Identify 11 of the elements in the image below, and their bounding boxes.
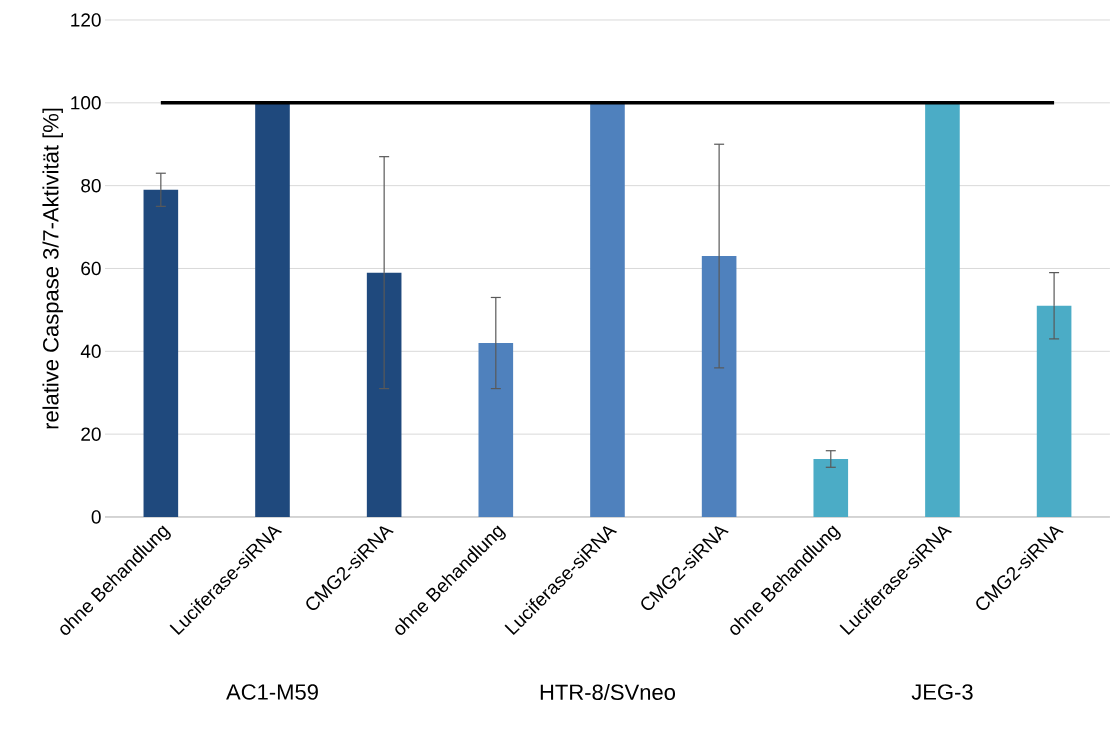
y-tick-label: 80 — [81, 178, 101, 193]
y-tick-label: 40 — [80, 344, 101, 359]
y-tick-label: 100 — [71, 96, 101, 110]
text: HTR-8/SVneo — [540, 683, 675, 701]
y-axis-title: relative Caspase 3/7-Aktivität [%] — [42, 108, 63, 429]
y-tick-label: 60 — [81, 261, 101, 276]
y-tick-label: 20 — [81, 427, 101, 441]
y-tick-label: 120 — [71, 13, 101, 27]
text: JEG-3 — [911, 684, 973, 700]
text: AC1-M59 — [226, 684, 318, 700]
y-tick-label: 0 — [91, 510, 101, 524]
